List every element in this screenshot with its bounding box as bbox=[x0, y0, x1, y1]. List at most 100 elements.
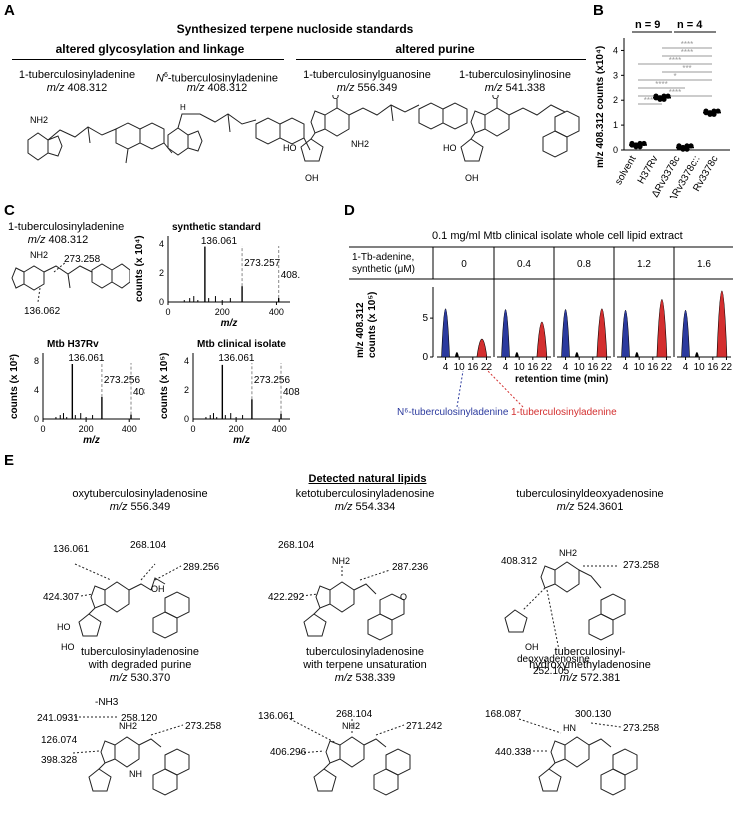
structure-e6: 168.087 300.130 273.258 440.338 HN bbox=[485, 709, 660, 796]
panel-label-a: A bbox=[4, 2, 15, 19]
frag-e2-2: 287.236 bbox=[392, 562, 429, 573]
compound-a2-name: N6-tuberculosinyladenine bbox=[156, 72, 278, 85]
group-right-rule bbox=[296, 59, 586, 60]
d-ytick-label: 5 bbox=[422, 313, 428, 324]
spectrum-peak-label: 136.061 bbox=[201, 236, 238, 247]
d-xtick-label: 16 bbox=[647, 362, 659, 373]
panel-a-group-left: altered glycosylation and linkage bbox=[55, 42, 245, 56]
d-xtick-label: 4 bbox=[623, 362, 629, 373]
atom-o-i: O bbox=[492, 95, 499, 101]
b-ytick-label: 2 bbox=[613, 95, 618, 105]
structure-a3: O NH2 HO OH bbox=[283, 95, 468, 183]
d-peak-minor bbox=[574, 352, 579, 357]
panel-label-d: D bbox=[344, 202, 355, 219]
d-xtick-label: 16 bbox=[527, 362, 539, 373]
spectrum-clinical: Mtb clinical isolate counts (x 10⁵) 0 2 4 0 20… bbox=[159, 339, 300, 446]
frag-e1-3: 289.256 bbox=[183, 562, 220, 573]
d-xtick-label: 10 bbox=[634, 362, 646, 373]
b-sig-label: **** bbox=[681, 40, 693, 49]
atom-ho: HO bbox=[283, 143, 297, 153]
panel-label-c: C bbox=[4, 202, 15, 219]
panel-d-header: 0.1 mg/ml Mtb clinical isolate whole cel… bbox=[432, 230, 683, 242]
d-peak-n6 bbox=[441, 308, 450, 358]
spectrum-title: synthetic standard bbox=[172, 222, 261, 233]
lipid-mz-3: m/z 524.3601 bbox=[556, 501, 624, 513]
spectrum-peak-label: 273.256 bbox=[104, 375, 141, 386]
structure-e5: 136.061 268.104 271.242 406.296 NH2 bbox=[258, 709, 443, 796]
structure-e2: 268.104 287.236 422.292 NH2 O bbox=[268, 540, 429, 641]
lipid-name2-4: with degraded purine bbox=[88, 659, 192, 671]
atom-nh2: NH2 bbox=[30, 115, 48, 125]
panel-b-n-right: n = 4 bbox=[677, 19, 703, 31]
atom-e2-o: O bbox=[400, 592, 407, 602]
b-sig-label: **** bbox=[681, 48, 693, 57]
b-sig-label: **** bbox=[669, 88, 681, 97]
lipid-caption-2: ketotuberculosinyladenosine m/z 554.334 bbox=[250, 488, 480, 514]
legend-blue: N⁶-tuberculosinyladenine bbox=[397, 407, 509, 418]
atom-nh2-c: NH2 bbox=[30, 250, 48, 260]
b-sig-label: *** bbox=[682, 64, 691, 73]
frag-e4-2: 258.120 bbox=[121, 713, 158, 724]
d-xtick-label: 4 bbox=[443, 362, 449, 373]
atom-e3-oh: OH bbox=[525, 642, 539, 652]
d-xtick-label: 22 bbox=[481, 362, 493, 373]
d-peak-one bbox=[656, 299, 668, 358]
d-xtick-label: 22 bbox=[601, 362, 613, 373]
spectrum-xtick: 0 bbox=[40, 424, 45, 434]
structure-e3: 408.312 273.258 deoxyadenosine 252.105 N… bbox=[501, 548, 660, 677]
atom-e1-ho: HO bbox=[57, 622, 71, 632]
panel-e-structures: 136.061 268.104 289.256 424.307 OH HO HO… bbox=[37, 540, 660, 796]
d-ylabel-2: counts (x 10⁵) bbox=[367, 292, 378, 358]
d-xtick-label: 10 bbox=[454, 362, 466, 373]
spectrum-h37rv: Mtb H37Rv counts (x 10²) 0 4 8 0 200 400 m/z 136.… bbox=[9, 339, 145, 446]
spectrum-peak-label: 273.257 bbox=[244, 258, 281, 269]
group-left-rule bbox=[12, 59, 284, 60]
spectrum-peak-label: 136.061 bbox=[218, 353, 255, 364]
spectrum-title: Mtb H37Rv bbox=[47, 339, 99, 350]
d-xtick-label: 22 bbox=[541, 362, 553, 373]
d-peak-one bbox=[536, 321, 548, 358]
spectrum-ytick: 0 bbox=[34, 414, 39, 424]
compound-a3-mz: m/z 556.349 bbox=[336, 82, 398, 94]
d-peak-n6 bbox=[621, 310, 630, 358]
b-sig-label: **** bbox=[655, 80, 667, 89]
d-xlabel: retention time (min) bbox=[515, 374, 608, 385]
spectrum-xlabel: m/z bbox=[233, 435, 250, 446]
structure-a2: H bbox=[167, 103, 311, 156]
d-peak-n6 bbox=[681, 310, 690, 358]
lipid-name2-6: hydroxymethyladenosine bbox=[529, 659, 651, 671]
compound-a1-name: 1-tuberculosinyladenine bbox=[18, 69, 136, 81]
spectrum-ytick: 2 bbox=[159, 268, 164, 278]
d-peak-minor bbox=[454, 352, 459, 357]
spectrum-xlabel: m/z bbox=[83, 435, 100, 446]
d-peak-minor bbox=[694, 352, 699, 357]
frag-e4-1: 241.0931 bbox=[37, 713, 79, 724]
atom-e6-hn: HN bbox=[563, 723, 576, 733]
frag-e6-2: 300.130 bbox=[575, 709, 612, 720]
structure-e4: 241.0931 258.120 273.258 126.074 398.328… bbox=[37, 697, 222, 796]
atom-o: O bbox=[332, 95, 339, 101]
panel-b-plot: 01234****************************solvent… bbox=[613, 38, 730, 198]
spectrum-xtick: 0 bbox=[190, 424, 195, 434]
d-xtick-label: 22 bbox=[661, 362, 673, 373]
spectrum-ytick: 2 bbox=[184, 385, 189, 395]
d-xtick-label: 10 bbox=[574, 362, 586, 373]
lipid-caption-3: tuberculosinyldeoxyadenosine m/z 524.3601 bbox=[475, 488, 705, 514]
frag-c-2: 136.062 bbox=[24, 306, 61, 317]
frag-e3-4: 252.105 bbox=[533, 666, 570, 677]
frag-e5-4: 406.296 bbox=[270, 747, 307, 758]
frag-e3-3: deoxyadenosine bbox=[517, 654, 590, 665]
frag-e4-3: 273.258 bbox=[185, 721, 222, 732]
spectrum-xtick: 0 bbox=[165, 307, 170, 317]
spectrum-ytick: 0 bbox=[184, 414, 189, 424]
spectrum-ylabel: counts (x 10⁵) bbox=[159, 353, 170, 419]
d-peak-minor bbox=[514, 352, 519, 357]
d-concentration: 1.2 bbox=[637, 259, 651, 270]
frag-e1-2: 268.104 bbox=[130, 540, 167, 551]
spectrum-xtick: 400 bbox=[122, 424, 137, 434]
panel-a-title: Synthesized terpene nucloside standards bbox=[176, 22, 414, 36]
d-peak-n6 bbox=[501, 309, 510, 358]
spectrum-xlabel: m/z bbox=[221, 318, 238, 328]
compound-a4-name: 1-tuberculosinylinosine bbox=[459, 69, 571, 81]
